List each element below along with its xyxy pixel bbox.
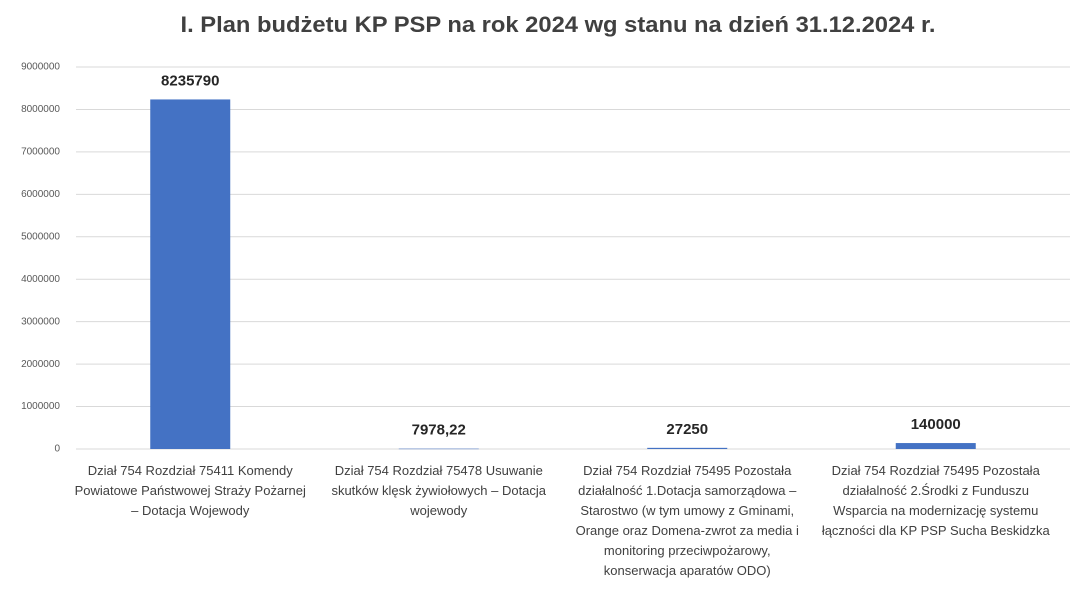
y-tick-label: 1000000 [21, 401, 60, 412]
bar [647, 447, 728, 449]
y-tick-label: 2000000 [21, 359, 60, 370]
bar [150, 99, 231, 450]
x-tick-label: Dział 754 Rozdział 75478 Usuwanie skutkó… [331, 463, 547, 518]
data-label: 27250 [666, 421, 708, 438]
y-tick-label: 8000000 [21, 104, 60, 115]
bar [398, 448, 479, 450]
x-tick-label: Dział 754 Rozdział 75411 Komendy Powiato… [74, 463, 306, 518]
y-tick-label: 3000000 [21, 316, 60, 327]
x-tick-label: Dział 754 Rozdział 75495 Pozostała dział… [821, 463, 1050, 538]
data-label: 140000 [911, 416, 961, 433]
bar [895, 443, 976, 449]
data-label: 7978,22 [412, 422, 466, 439]
y-tick-label: 4000000 [21, 274, 60, 285]
y-tick-label: 5000000 [21, 231, 60, 242]
y-tick-label: 6000000 [21, 189, 60, 200]
x-tick-label: Dział 754 Rozdział 75495 Pozostała dział… [575, 463, 799, 578]
chart-title: I. Plan budżetu KP PSP na rok 2024 wg st… [181, 12, 936, 37]
y-tick-label: 0 [54, 444, 60, 455]
y-tick-label: 9000000 [21, 62, 60, 73]
data-label: 8235790 [161, 72, 219, 89]
y-tick-label: 7000000 [21, 147, 60, 158]
